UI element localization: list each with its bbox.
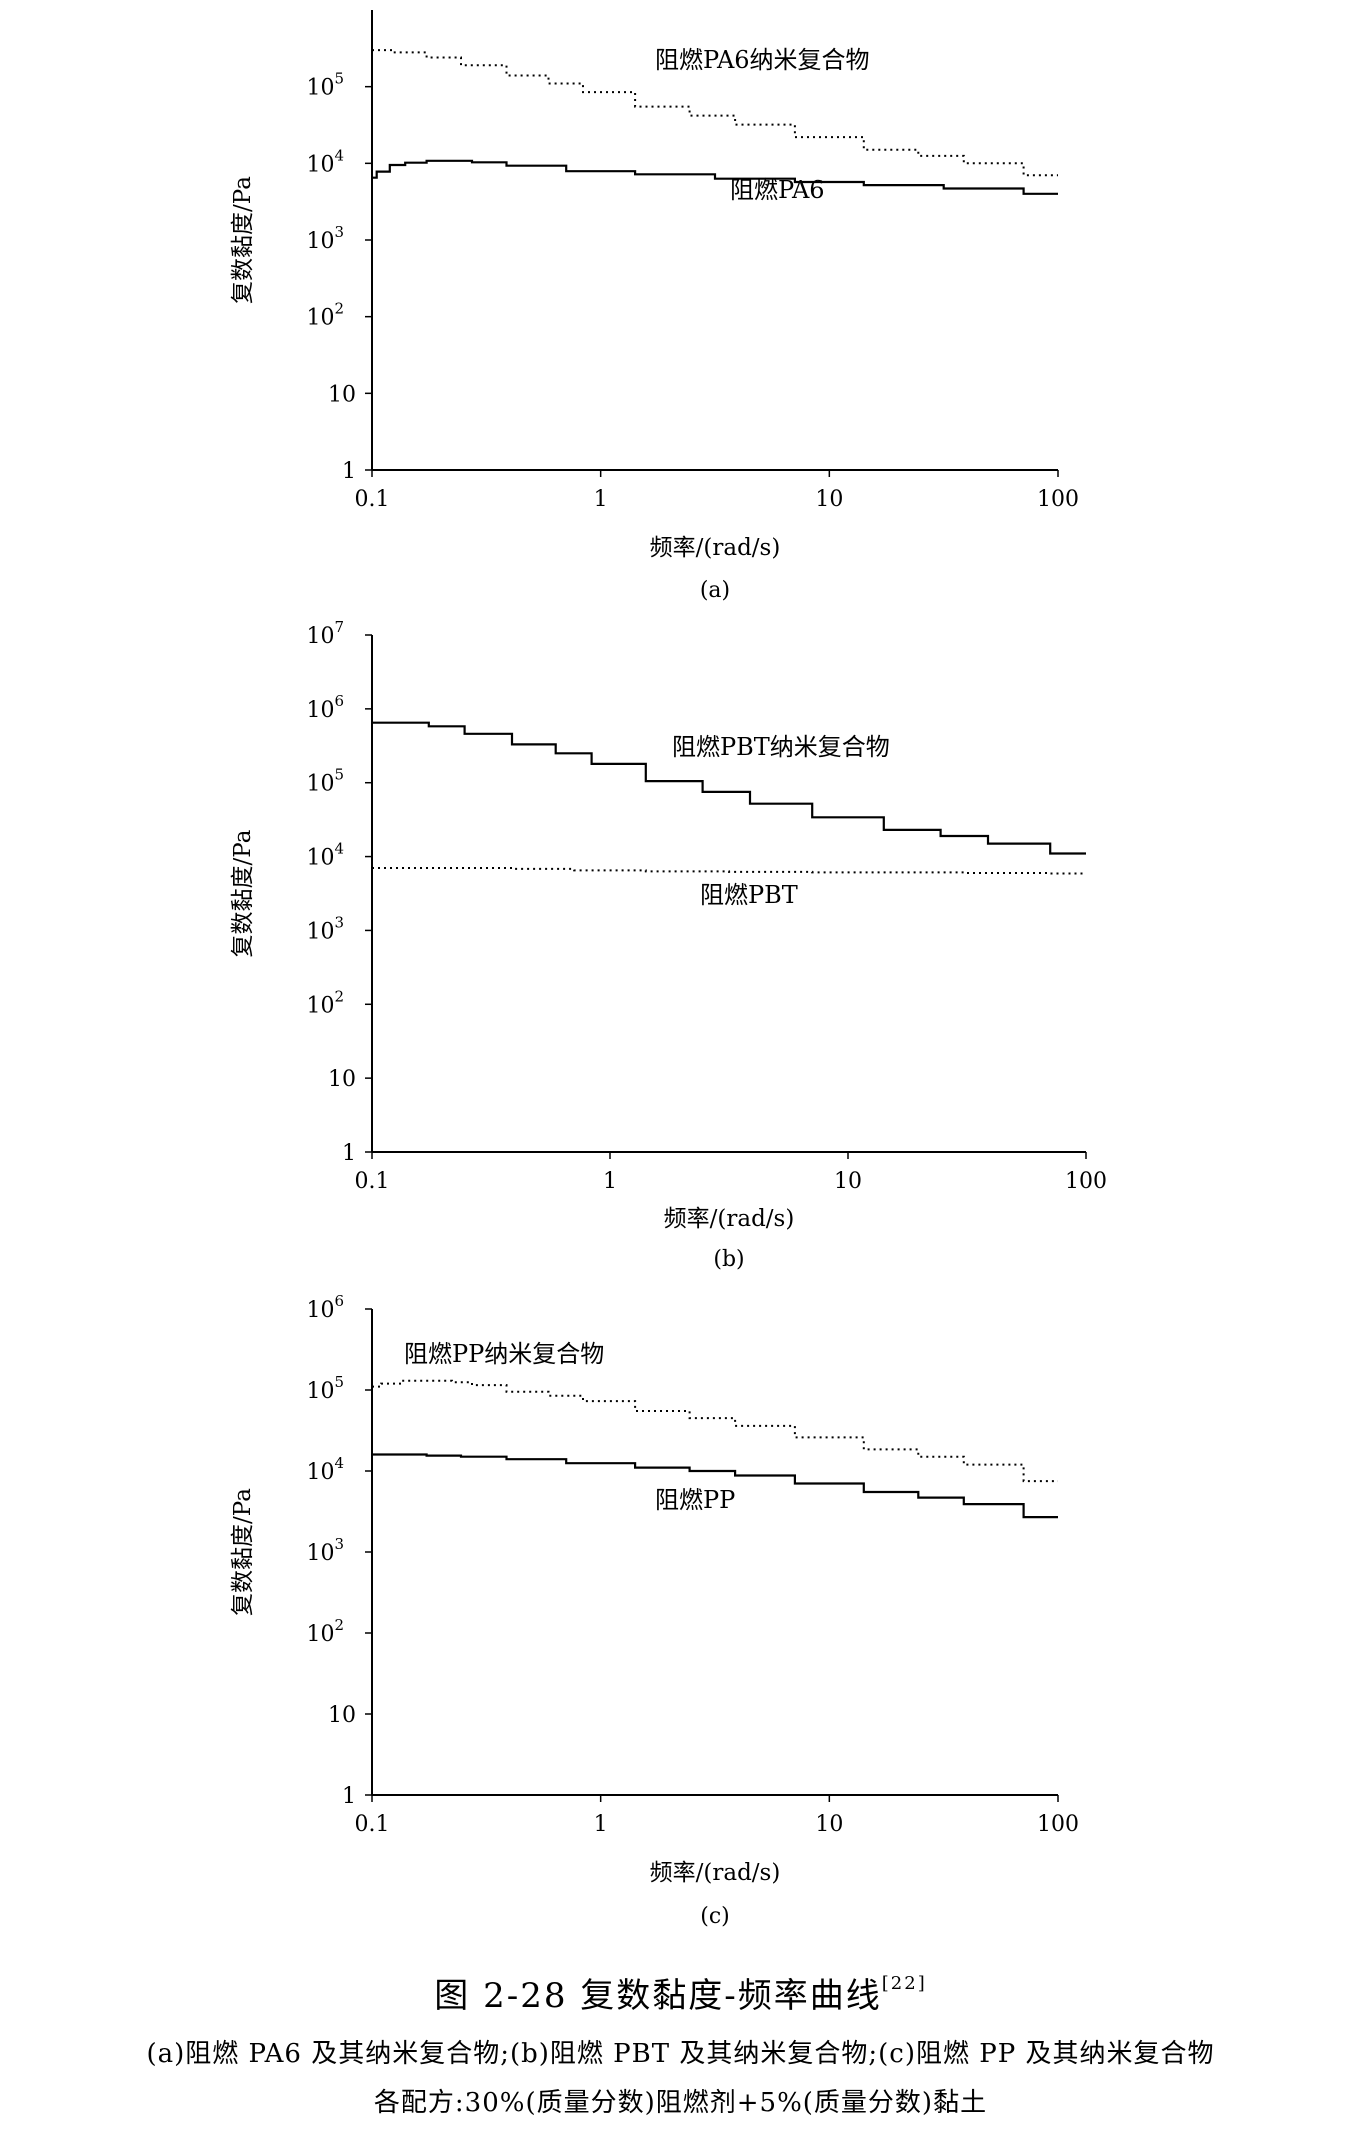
- panel-label: (b): [713, 1247, 744, 1272]
- x-tick-label: 100: [1037, 487, 1079, 512]
- chart-b: 1 10 102 103 104 105 106 107 0.1 1 10 100 频率/(rad/s)…: [230, 618, 1107, 1272]
- y-tick-label: 105: [306, 70, 344, 101]
- x-tick-label: 0.1: [355, 487, 390, 512]
- y-tick-label: 102: [306, 1616, 344, 1647]
- x-tick-label: 10: [815, 487, 843, 512]
- series-label-1: 阻燃PBT纳米复合物: [672, 733, 890, 761]
- y-tick-label: 1: [342, 1141, 356, 1166]
- series-label-2: 阻燃PBT: [700, 881, 798, 909]
- y-tick-label: 104: [306, 1454, 344, 1485]
- y-axis-label: 复数黏度/Pa: [230, 1488, 256, 1616]
- y-tick-label: 104: [306, 146, 344, 177]
- y-tick-label: 1: [342, 1784, 356, 1809]
- series-label-1: 阻燃PA6纳米复合物: [655, 46, 870, 74]
- series-label-2: 阻燃PA6: [730, 176, 825, 204]
- x-axis-label: 频率/(rad/s): [650, 1860, 781, 1886]
- x-tick-label: 100: [1037, 1812, 1079, 1837]
- series-line-1: [372, 721, 1086, 855]
- x-tick-label: 100: [1065, 1169, 1107, 1194]
- panel-label: (a): [700, 578, 730, 603]
- y-tick-label: 10: [328, 1703, 356, 1728]
- x-tick-label: 1: [594, 1812, 608, 1837]
- series-label-1: 阻燃PP纳米复合物: [404, 1340, 604, 1368]
- x-tick-label: 0.1: [355, 1812, 390, 1837]
- x-tick-label: 10: [834, 1169, 862, 1194]
- x-tick-label: 10: [815, 1812, 843, 1837]
- y-tick-label: 1: [342, 459, 356, 484]
- y-tick-label: 10: [328, 1067, 356, 1092]
- chart-a: 1 10 102 103 104 105 0.1 1 10 100 频率/(rad/s) 复数黏度/P…: [230, 10, 1079, 603]
- y-tick-label: 10: [328, 382, 356, 407]
- y-tick-label: 102: [306, 987, 344, 1018]
- y-tick-label: 102: [306, 300, 344, 331]
- figure-caption-line-1: (a)阻燃 PA6 及其纳米复合物;(b)阻燃 PBT 及其纳米复合物;(c)阻…: [146, 2039, 1215, 2069]
- y-tick-label: 104: [306, 840, 344, 871]
- y-tick-label: 105: [306, 1373, 344, 1404]
- chart-c: 1 10 102 103 104 105 106 0.1 1 10 100 频率/(rad/s) 复数黏…: [230, 1292, 1079, 1929]
- y-tick-label: 103: [306, 913, 344, 944]
- x-tick-label: 1: [603, 1169, 617, 1194]
- y-tick-label: 103: [306, 1535, 344, 1566]
- x-tick-label: 1: [594, 487, 608, 512]
- figure-title: 图 2-28 复数黏度-频率曲线[22]: [0, 1968, 1361, 2017]
- figure-caption-line-2: 各配方:30%(质量分数)阻燃剂+5%(质量分数)黏土: [373, 2088, 988, 2118]
- y-axis-label: 复数黏度/Pa: [230, 176, 256, 304]
- y-axis-label: 复数黏度/Pa: [230, 829, 256, 957]
- figure-title-ref: [22]: [881, 1973, 927, 1994]
- y-tick-label: 107: [306, 618, 344, 649]
- y-tick-label: 106: [306, 1292, 344, 1323]
- series-line-2: [372, 1453, 1058, 1519]
- series-line-1: [372, 49, 1058, 177]
- panel-label: (c): [700, 1904, 730, 1929]
- y-tick-label: 106: [306, 692, 344, 723]
- x-axis-label: 频率/(rad/s): [650, 535, 781, 561]
- x-tick-label: 0.1: [355, 1169, 390, 1194]
- series-line-2: [372, 159, 1058, 195]
- series-line-1: [372, 1379, 1058, 1483]
- series-label-2: 阻燃PP: [655, 1486, 735, 1514]
- y-tick-label: 105: [306, 766, 344, 797]
- x-axis-label: 频率/(rad/s): [664, 1206, 795, 1232]
- y-tick-label: 103: [306, 223, 344, 254]
- figure-title-main: 图 2-28 复数黏度-频率曲线: [434, 1976, 882, 2016]
- series-line-2: [372, 867, 1086, 875]
